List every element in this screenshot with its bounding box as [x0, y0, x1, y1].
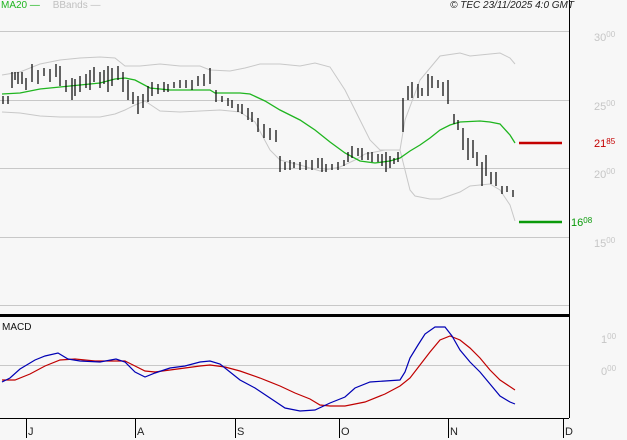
- bbands-upper: [1, 52, 516, 151]
- copyright-timestamp: © TEC 23/11/2025 4:0 GMT: [450, 0, 574, 11]
- macd-title: MACD: [2, 322, 32, 333]
- month-label-jul: J: [28, 426, 34, 438]
- price-label-20: 2000: [594, 167, 616, 181]
- macd-signal-line: [2, 335, 516, 407]
- support-label: 1608: [571, 216, 593, 229]
- legend-ma20: MA20 —: [1, 0, 40, 11]
- legend-bbands: BBands —: [52, 0, 101, 11]
- month-label-oct: O: [341, 426, 350, 438]
- macd-label-1: 100: [601, 332, 617, 346]
- resistance-label: 2185: [594, 137, 616, 150]
- price-label-15: 1500: [594, 236, 616, 250]
- month-label-nov: N: [450, 426, 458, 438]
- month-label-dec: D: [565, 426, 573, 438]
- macd-label-0: 000: [601, 364, 617, 378]
- ma20-line: [1, 77, 516, 164]
- chart-legend: MA20 — BBands —: [1, 0, 101, 11]
- month-label-aug: A: [137, 426, 145, 438]
- month-label-sep: S: [237, 426, 245, 438]
- month-ticks: [26, 419, 564, 438]
- ohlc-bars: [2, 64, 514, 197]
- price-label-25: 2500: [594, 99, 616, 113]
- macd-line: [1, 326, 516, 412]
- price-label-30: 3000: [594, 30, 616, 44]
